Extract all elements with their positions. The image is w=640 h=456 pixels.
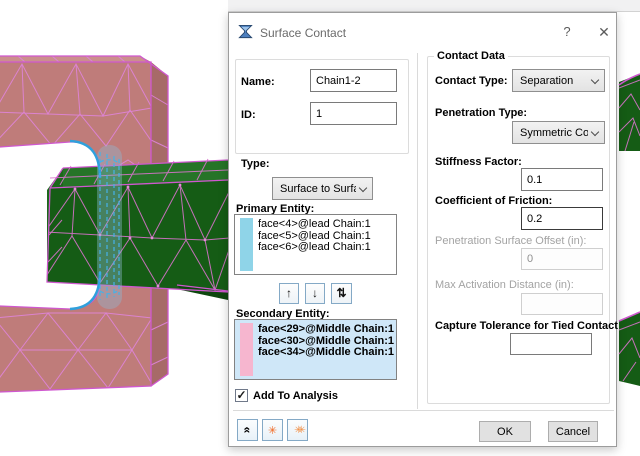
name-id-groupbox bbox=[235, 59, 409, 154]
primary-entity-label: Primary Entity: bbox=[236, 203, 315, 215]
contact-type-label: Contact Type: bbox=[435, 75, 508, 87]
type-dropdown[interactable]: Surface to Surface bbox=[272, 177, 373, 200]
highlight-both-button[interactable]: ✳✳ bbox=[287, 419, 308, 441]
list-item[interactable]: face<34>@Middle Chain:1 bbox=[258, 346, 395, 358]
penetration-type-dropdown[interactable]: Symmetric Conta bbox=[512, 121, 605, 144]
list-item[interactable]: face<29>@Middle Chain:1 bbox=[258, 323, 395, 335]
secondary-color-swatch bbox=[240, 323, 253, 376]
name-input[interactable] bbox=[310, 69, 397, 92]
primary-entity-list[interactable]: face<4>@lead Chain:1 face<5>@lead Chain:… bbox=[234, 214, 397, 275]
contact-data-groupbox bbox=[427, 56, 610, 404]
background-window-strip bbox=[228, 0, 640, 12]
highlight-primary-button[interactable]: ✳ bbox=[262, 419, 283, 441]
contact-face-highlight bbox=[69, 139, 122, 311]
penetration-type-value: Symmetric Conta bbox=[520, 126, 588, 139]
collapse-dialog-button[interactable]: « bbox=[237, 419, 258, 441]
name-label: Name: bbox=[241, 76, 275, 88]
chevron-down-icon bbox=[591, 128, 600, 137]
list-item[interactable]: face<30>@Middle Chain:1 bbox=[258, 334, 395, 347]
contact-type-value: Separation bbox=[520, 74, 574, 87]
penetration-offset-input bbox=[521, 248, 603, 270]
list-item[interactable]: face<4>@lead Chain:1 bbox=[258, 218, 371, 230]
capture-tolerance-input[interactable] bbox=[510, 333, 592, 355]
surface-contact-dialog: Surface Contact ? ✕ Name: ID: Type: Surf… bbox=[228, 12, 618, 447]
move-up-button[interactable]: ↑ bbox=[279, 283, 299, 304]
primary-color-swatch bbox=[240, 218, 253, 271]
type-value: Surface to Surface bbox=[280, 182, 356, 195]
penetration-offset-label: Penetration Surface Offset (in): bbox=[435, 235, 587, 247]
middle-chain-mesh[interactable] bbox=[43, 158, 229, 300]
ok-button[interactable]: OK bbox=[479, 421, 531, 442]
stiffness-factor-input[interactable] bbox=[521, 168, 603, 191]
max-activation-distance-label: Max Activation Distance (in): bbox=[435, 279, 574, 291]
id-input[interactable] bbox=[310, 102, 397, 125]
contact-data-group-label: Contact Data bbox=[434, 50, 508, 62]
id-label: ID: bbox=[241, 109, 256, 121]
add-to-analysis-label: Add To Analysis bbox=[253, 390, 338, 402]
list-item[interactable]: face<6>@lead Chain:1 bbox=[258, 241, 371, 253]
hourglass-icon bbox=[238, 24, 253, 39]
bottom-separator bbox=[233, 410, 614, 411]
secondary-entity-label: Secondary Entity: bbox=[236, 308, 330, 320]
star-icon: ✳ bbox=[267, 424, 278, 437]
coefficient-of-friction-input[interactable] bbox=[521, 207, 603, 230]
move-down-button[interactable]: ↓ bbox=[305, 283, 325, 304]
coefficient-of-friction-label: Coefficient of Friction: bbox=[435, 195, 553, 207]
max-activation-distance-input bbox=[521, 293, 603, 315]
column-divider bbox=[417, 53, 418, 409]
dialog-titlebar[interactable]: Surface Contact ? ✕ bbox=[229, 13, 616, 49]
cancel-button[interactable]: Cancel bbox=[548, 421, 598, 442]
double-star-icon: ✳✳ bbox=[294, 425, 306, 436]
contact-type-dropdown[interactable]: Separation bbox=[512, 69, 605, 92]
add-to-analysis-checkbox[interactable]: ✓ bbox=[235, 388, 248, 402]
middle-chain-far-mesh[interactable] bbox=[618, 73, 640, 386]
help-button[interactable]: ? bbox=[563, 24, 571, 39]
capture-tolerance-label: Capture Tolerance for Tied Contact bbox=[435, 320, 618, 332]
stiffness-factor-label: Stiffness Factor: bbox=[435, 156, 522, 168]
close-icon[interactable]: ✕ bbox=[598, 24, 610, 40]
type-label: Type: bbox=[241, 158, 270, 170]
secondary-entity-list[interactable]: face<29>@Middle Chain:1 face<30>@Middle … bbox=[234, 319, 397, 380]
penetration-type-label: Penetration Type: bbox=[435, 107, 528, 119]
dialog-title: Surface Contact bbox=[260, 26, 347, 40]
swap-button[interactable]: ⇅ bbox=[331, 283, 352, 304]
chevron-down-icon bbox=[591, 76, 600, 85]
list-item[interactable]: face<5>@lead Chain:1 bbox=[258, 229, 371, 242]
chevron-down-icon bbox=[359, 184, 368, 193]
double-chevron-up-icon: « bbox=[240, 426, 255, 434]
